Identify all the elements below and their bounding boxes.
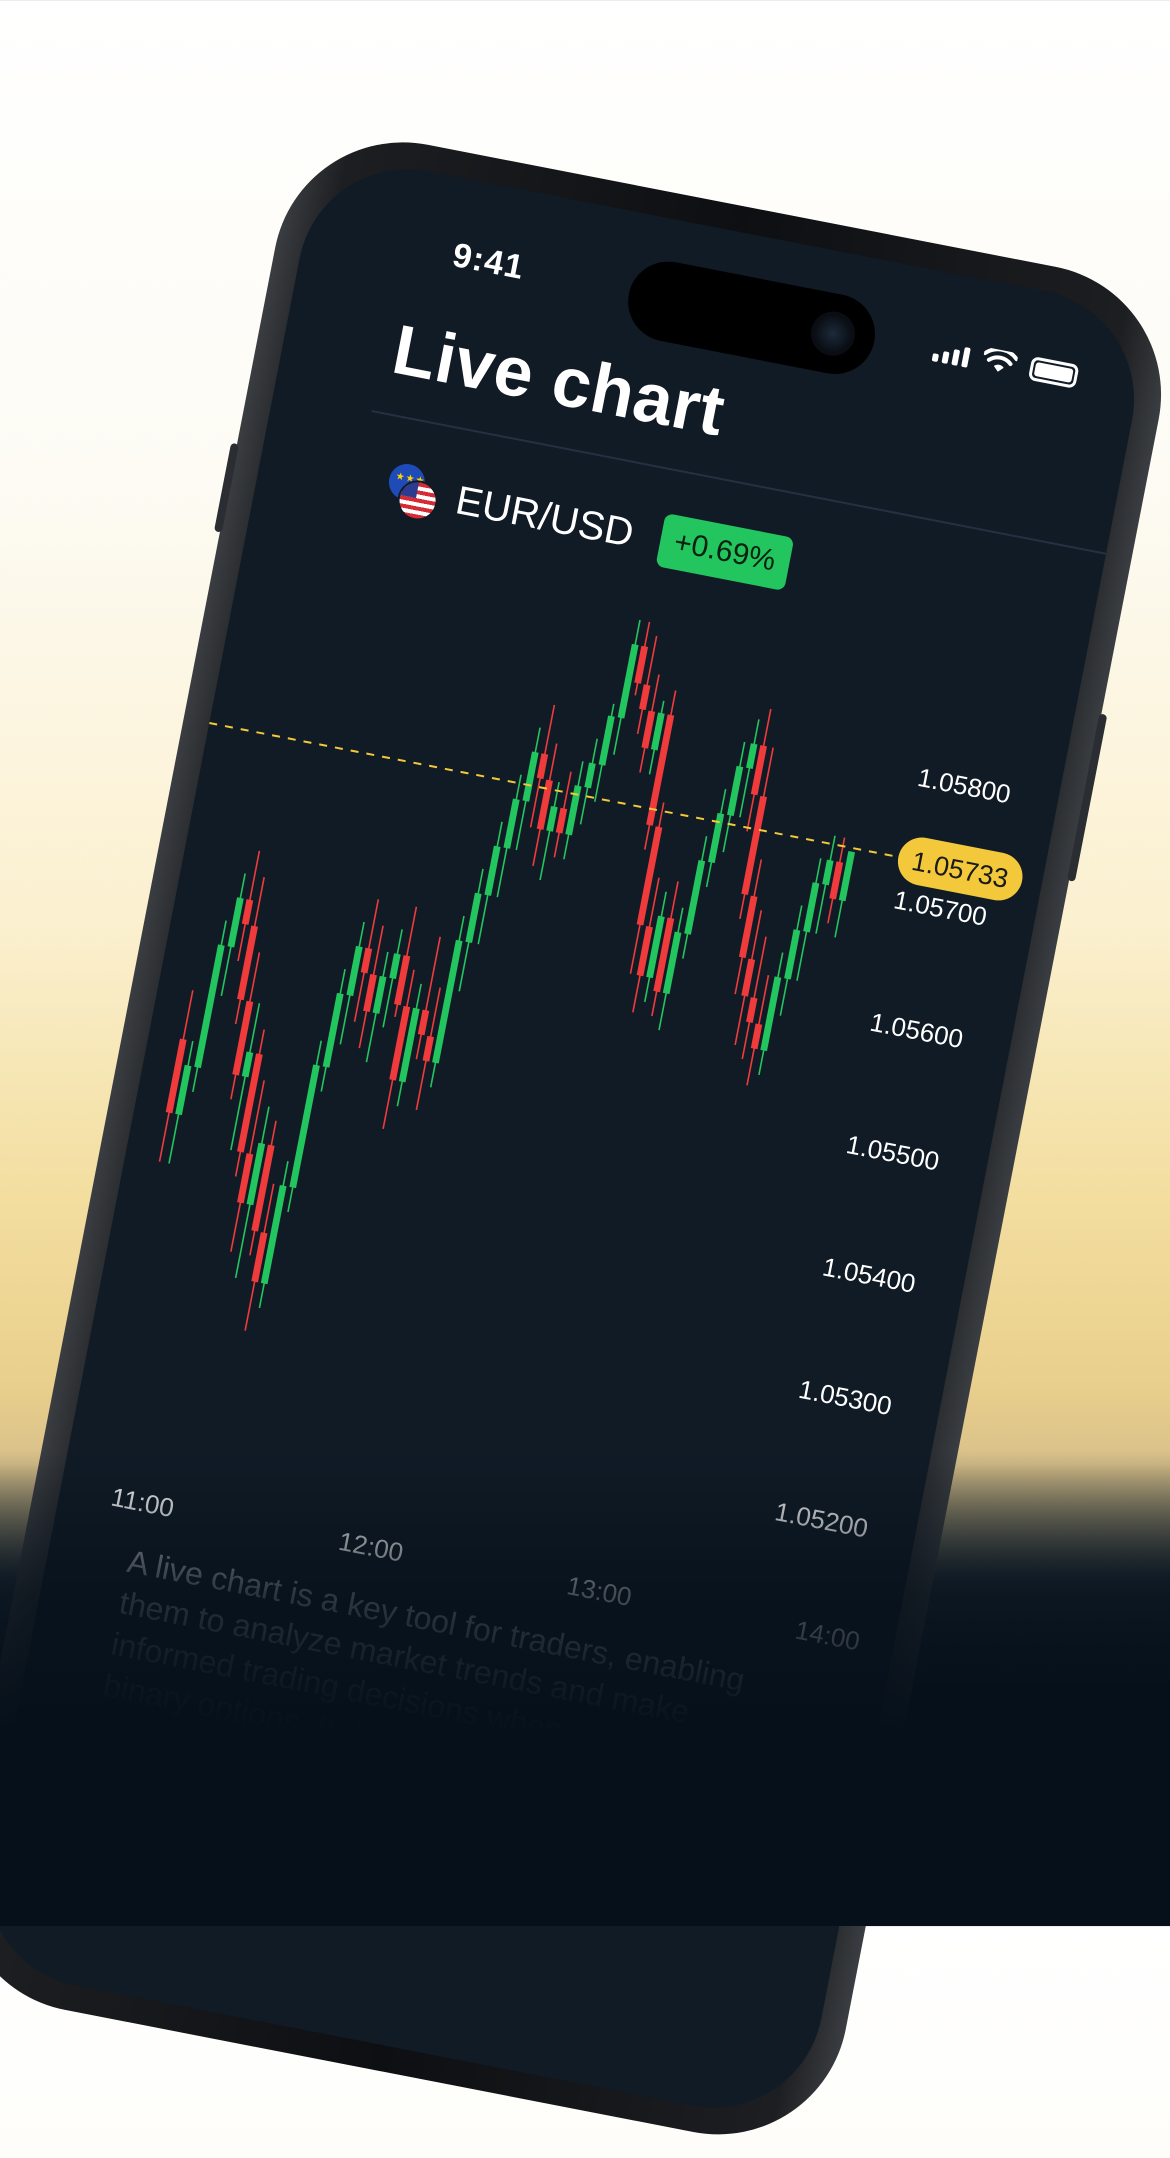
candle-body (741, 958, 756, 997)
candle-wick (539, 781, 560, 881)
candle-body (237, 1053, 263, 1153)
candle-body (646, 915, 665, 979)
candle-body (822, 859, 834, 886)
candle-body (784, 929, 801, 980)
candle-body (241, 899, 254, 925)
candle-body (484, 845, 501, 896)
candle-body (398, 1007, 420, 1083)
wifi-icon (983, 347, 1019, 372)
candle-body (555, 807, 568, 834)
candle-body (634, 645, 649, 684)
signal-icon (931, 341, 971, 368)
candle-body (322, 992, 344, 1068)
candle-body (746, 997, 758, 1023)
candle-body (503, 798, 520, 849)
candle-body (251, 1144, 275, 1232)
candle-body (465, 892, 482, 943)
candle-body (741, 795, 767, 896)
candle-body (536, 753, 549, 780)
candle-body (165, 1038, 187, 1114)
candle-body (760, 976, 782, 1052)
candle-body (750, 1023, 763, 1050)
candle-body (422, 1035, 435, 1062)
candle-body (432, 939, 463, 1064)
candle-body (829, 861, 844, 900)
camera-icon (807, 307, 859, 360)
candle-body (260, 1185, 287, 1285)
candle-body (727, 765, 744, 817)
status-time: 9:41 (449, 236, 528, 288)
candle-body (646, 714, 675, 826)
candle-body (389, 1005, 411, 1081)
candle-body (237, 925, 258, 1001)
change-badge: +0.69% (655, 513, 794, 591)
candle-body (617, 643, 639, 719)
y-tick-label: 1.05400 (820, 1251, 918, 1298)
candle-body (650, 712, 665, 751)
candle-body (522, 751, 539, 802)
candle-body (251, 1232, 268, 1283)
candle-body (653, 917, 675, 993)
candle-body (241, 1051, 254, 1078)
candle-body (389, 953, 401, 979)
battery-icon (1027, 356, 1080, 389)
candle-body (565, 785, 582, 836)
candle-body (237, 1153, 254, 1204)
pair-label: EUR/USD (452, 477, 638, 556)
candle-body (394, 955, 411, 1006)
current-price-line (209, 722, 917, 862)
y-tick-label: 1.05500 (844, 1129, 942, 1176)
candle-body (662, 931, 682, 995)
candle-body (194, 944, 225, 1069)
current-price-tag (897, 837, 1023, 901)
candle-body (372, 975, 387, 1014)
candle-body (636, 926, 653, 977)
currency-flags: ★★★ (383, 460, 444, 524)
y-tick-label: 1.05800 (915, 762, 1013, 809)
candle-body (363, 973, 377, 1013)
candle-body (738, 895, 758, 959)
candle-body (838, 851, 856, 902)
candle-body (636, 826, 663, 926)
candle-body (536, 779, 553, 830)
candle-body (584, 762, 596, 789)
volume-button (213, 442, 239, 533)
candle-body (546, 805, 558, 832)
candle-body (289, 1064, 320, 1189)
candle-body (639, 684, 651, 711)
candle-body (684, 860, 706, 935)
candle-body (227, 897, 244, 948)
candle-body (175, 1064, 192, 1116)
y-tick-label: 1.05300 (796, 1374, 894, 1421)
candle-body (346, 945, 363, 997)
status-icons (931, 337, 1080, 389)
candle-body (708, 812, 725, 864)
candle-body (641, 710, 656, 749)
y-tick-label: 1.05600 (868, 1007, 966, 1054)
candle-body (598, 715, 615, 766)
candle-wick (415, 936, 441, 1060)
candle-body (360, 947, 373, 974)
candle-body (803, 882, 820, 933)
candle-body (246, 1142, 266, 1206)
side-button (1067, 713, 1108, 882)
candle-body (417, 1009, 430, 1036)
candle-body (746, 743, 758, 769)
candle-body (750, 745, 767, 796)
candle-body (232, 1000, 254, 1076)
bottom-fade-overlay (0, 1450, 1170, 1926)
